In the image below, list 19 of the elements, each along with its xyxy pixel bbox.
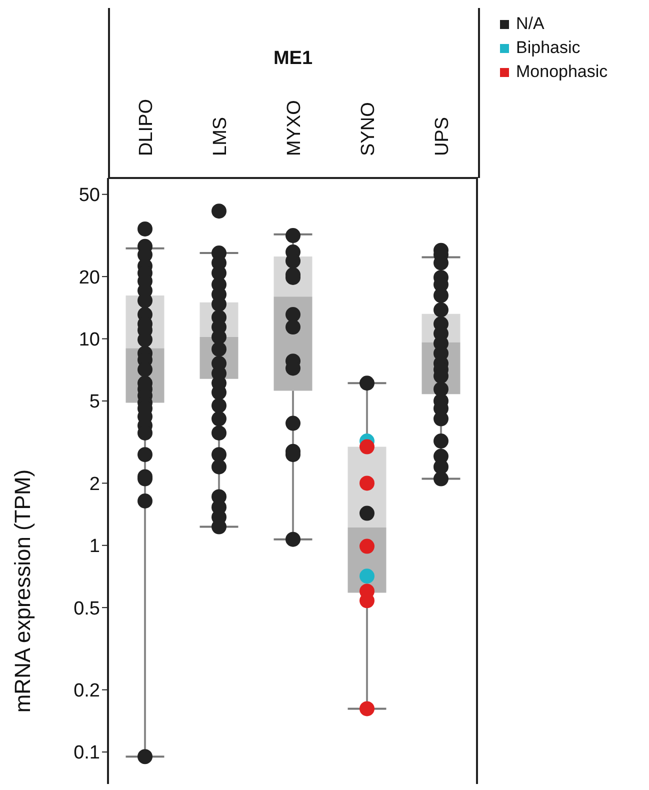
y-tick-label: 0.5 bbox=[74, 598, 100, 620]
x-tick-label: MYXO bbox=[284, 100, 305, 156]
legend-label: Monophasic bbox=[516, 61, 608, 83]
y-tick-label: 10 bbox=[78, 330, 100, 351]
y-tick-label: 50 bbox=[78, 185, 100, 206]
y-tick-label: 1 bbox=[89, 536, 100, 558]
legend-label: Biphasic bbox=[516, 37, 580, 59]
x-tick-label: LMS bbox=[210, 116, 231, 156]
y-tick-label: 5 bbox=[89, 392, 100, 413]
x-tick-label: UPS bbox=[432, 116, 453, 156]
y-axis-title: mRNA expression (TPM) bbox=[10, 469, 35, 713]
legend-label: N/A bbox=[516, 13, 544, 35]
y-tick-label: 2 bbox=[89, 474, 100, 495]
x-tick-label: DLIPO bbox=[136, 98, 157, 156]
y-tick-label: 20 bbox=[78, 267, 100, 288]
chart-title: ME1 bbox=[272, 48, 314, 70]
x-tick-label: SYNO bbox=[358, 102, 379, 156]
y-tick-label: 0.1 bbox=[74, 742, 100, 764]
y-tick-label: 0.2 bbox=[74, 680, 100, 702]
